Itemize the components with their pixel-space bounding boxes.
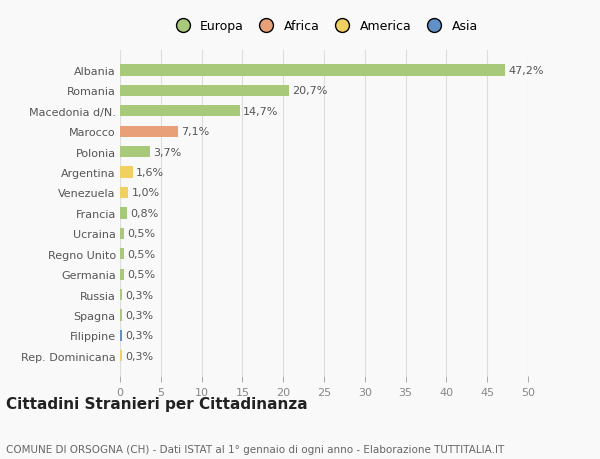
Text: 0,5%: 0,5%: [127, 229, 155, 239]
Bar: [120, 126, 178, 138]
Bar: [120, 147, 150, 158]
Bar: [120, 289, 122, 301]
Legend: Europa, Africa, America, Asia: Europa, Africa, America, Asia: [167, 17, 481, 36]
Text: 47,2%: 47,2%: [508, 66, 544, 76]
Text: 1,6%: 1,6%: [136, 168, 164, 178]
Bar: [120, 106, 240, 117]
Text: 0,3%: 0,3%: [126, 310, 154, 320]
Text: 0,3%: 0,3%: [126, 351, 154, 361]
Text: 14,7%: 14,7%: [243, 106, 278, 117]
Text: 7,1%: 7,1%: [181, 127, 209, 137]
Text: 0,3%: 0,3%: [126, 290, 154, 300]
Text: 3,7%: 3,7%: [154, 147, 182, 157]
Text: 0,5%: 0,5%: [127, 269, 155, 280]
Bar: [120, 65, 505, 77]
Bar: [120, 310, 122, 321]
Text: 0,8%: 0,8%: [130, 208, 158, 218]
Bar: [120, 249, 124, 260]
Bar: [120, 350, 122, 362]
Bar: [120, 208, 127, 219]
Text: 1,0%: 1,0%: [131, 188, 160, 198]
Bar: [120, 187, 128, 199]
Bar: [120, 86, 289, 97]
Bar: [120, 330, 122, 341]
Text: 0,3%: 0,3%: [126, 330, 154, 341]
Text: COMUNE DI ORSOGNA (CH) - Dati ISTAT al 1° gennaio di ogni anno - Elaborazione TU: COMUNE DI ORSOGNA (CH) - Dati ISTAT al 1…: [6, 444, 504, 454]
Text: 0,5%: 0,5%: [127, 249, 155, 259]
Text: Cittadini Stranieri per Cittadinanza: Cittadini Stranieri per Cittadinanza: [6, 396, 308, 411]
Bar: [120, 167, 133, 178]
Text: 20,7%: 20,7%: [292, 86, 328, 96]
Bar: [120, 269, 124, 280]
Bar: [120, 228, 124, 240]
